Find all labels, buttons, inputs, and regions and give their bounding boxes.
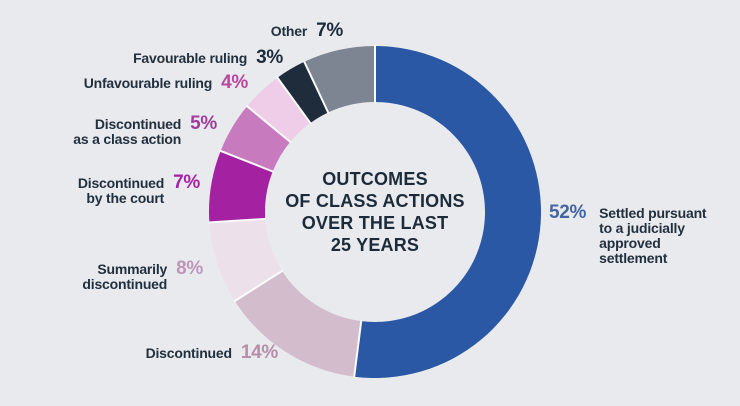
center-title-line: OF CLASS ACTIONS bbox=[285, 191, 465, 211]
label-discontinued-class-action-text: Discontinued as a class action bbox=[73, 116, 182, 147]
label-discontinued: Discontinued 14% bbox=[145, 342, 279, 363]
center-title-line: OUTCOMES bbox=[322, 169, 428, 189]
center-title-line: 25 YEARS bbox=[330, 235, 420, 255]
label-summarily-discontinued: Summarily discontinued 8% bbox=[82, 258, 203, 292]
label-other-text: Other bbox=[270, 23, 308, 39]
label-discontinued-by-court-pct: 7% bbox=[173, 172, 200, 193]
center-title-line: OVER THE LAST bbox=[301, 213, 449, 233]
donut-segment-settled bbox=[354, 46, 542, 378]
label-other: Other 7% bbox=[270, 20, 344, 41]
donut-segment-discontinued-by-the-court bbox=[209, 150, 273, 223]
label-discontinued-class-action: Discontinued as a class action 5% bbox=[73, 113, 217, 147]
donut-separator bbox=[219, 149, 275, 173]
label-favourable-ruling-text: Favourable ruling bbox=[133, 50, 248, 66]
label-discontinued-pct: 14% bbox=[240, 342, 278, 363]
donut-segment-favourable-ruling bbox=[277, 61, 329, 124]
label-unfavourable-ruling-text: Unfavourable ruling bbox=[83, 75, 213, 91]
donut-separator bbox=[233, 269, 284, 303]
donut-separator bbox=[302, 60, 330, 114]
donut-separator bbox=[245, 104, 292, 144]
label-favourable-ruling: Favourable ruling 3% bbox=[133, 47, 283, 68]
chart-center-title: OUTCOMES OF CLASS ACTIONS OVER THE LAST … bbox=[245, 168, 505, 256]
label-unfavourable-ruling-pct: 4% bbox=[221, 72, 248, 93]
label-summarily-discontinued-text: Summarily discontinued bbox=[82, 261, 168, 292]
label-other-pct: 7% bbox=[316, 20, 343, 41]
label-unfavourable-ruling: Unfavourable ruling 4% bbox=[83, 72, 249, 93]
label-discontinued-by-court-text: Discontinued by the court bbox=[77, 175, 165, 206]
donut-segment-summarily-discontinued bbox=[209, 218, 283, 301]
donut-segment-other bbox=[304, 46, 375, 113]
label-discontinued-class-action-pct: 5% bbox=[190, 113, 217, 134]
donut-separator bbox=[276, 76, 312, 125]
donut-segment-discontinued bbox=[234, 270, 362, 377]
label-summarily-discontinued-pct: 8% bbox=[176, 258, 203, 279]
label-favourable-ruling-pct: 3% bbox=[256, 47, 283, 68]
label-settled: 52% Settled pursuant to a judicially app… bbox=[549, 202, 707, 266]
label-settled-text: Settled pursuant to a judicially approve… bbox=[599, 205, 707, 266]
donut-segment-discontinued-class-action bbox=[220, 106, 291, 172]
label-discontinued-by-court: Discontinued by the court 7% bbox=[77, 172, 200, 206]
donut-segment-unfavourable-ruling bbox=[247, 77, 311, 142]
donut-separator bbox=[353, 320, 363, 378]
label-settled-pct: 52% bbox=[549, 202, 587, 223]
label-discontinued-text: Discontinued bbox=[145, 345, 232, 361]
donut-separator bbox=[208, 217, 267, 224]
